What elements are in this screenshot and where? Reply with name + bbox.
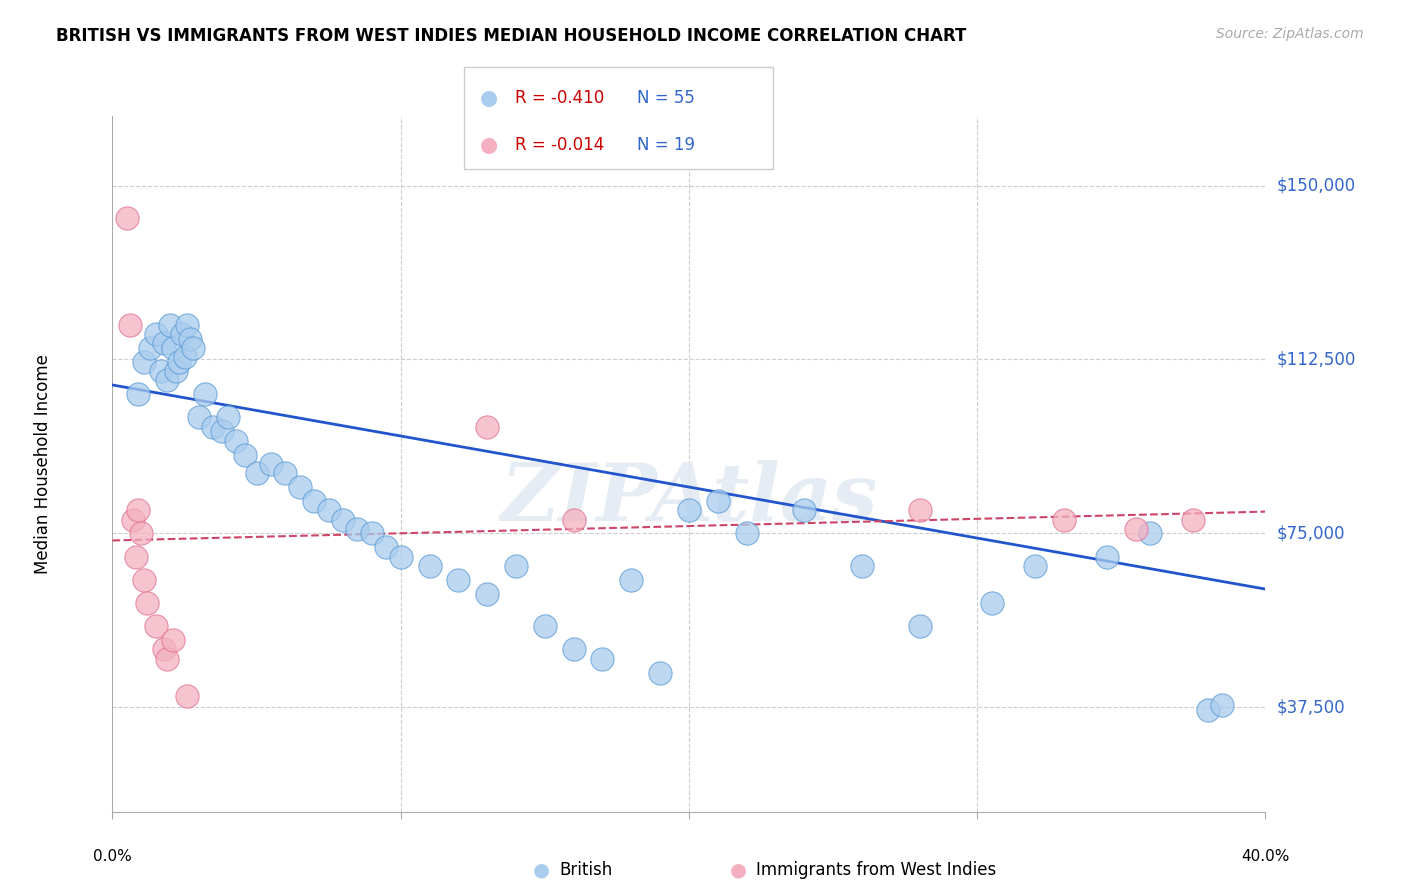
Text: 0.0%: 0.0% [93, 849, 132, 863]
Text: Median Household Income: Median Household Income [34, 354, 52, 574]
Point [165, 364, 187, 378]
Text: ●: ● [481, 88, 498, 108]
Point [156, 373, 179, 387]
Point [793, 503, 815, 517]
Point [1139, 526, 1161, 541]
Text: 40.0%: 40.0% [1241, 849, 1289, 863]
Point [139, 341, 162, 355]
Point [176, 318, 198, 332]
Point [475, 587, 498, 601]
Text: ●: ● [481, 136, 498, 155]
Text: N = 55: N = 55 [637, 89, 695, 107]
Point [225, 434, 247, 448]
Point [533, 619, 555, 633]
Point [181, 341, 204, 355]
Point [1182, 512, 1205, 526]
Point [592, 651, 614, 665]
Point [179, 332, 201, 346]
Point [136, 596, 159, 610]
Point [118, 318, 141, 332]
Point [127, 503, 149, 517]
Point [375, 541, 398, 555]
Point [162, 341, 184, 355]
Point [389, 549, 412, 564]
Point [153, 336, 176, 351]
Point [678, 503, 700, 517]
Point [167, 355, 190, 369]
Point [233, 448, 256, 462]
Point [188, 410, 211, 425]
Point [202, 419, 225, 434]
Point [1211, 698, 1233, 712]
Point [134, 573, 156, 587]
Point [447, 573, 470, 587]
Point [170, 326, 193, 341]
Point [980, 596, 1002, 610]
Text: ●: ● [730, 860, 747, 880]
Text: Source: ZipAtlas.com: Source: ZipAtlas.com [1216, 27, 1364, 41]
Text: $75,000: $75,000 [1277, 524, 1346, 542]
Text: ZIPAtlas: ZIPAtlas [501, 460, 877, 537]
Text: R = -0.410: R = -0.410 [515, 89, 603, 107]
Point [121, 512, 143, 526]
Point [475, 419, 498, 434]
Point [1052, 512, 1074, 526]
Text: ●: ● [533, 860, 550, 880]
Point [1095, 549, 1118, 564]
Text: British: British [560, 861, 613, 879]
Point [620, 573, 643, 587]
Point [124, 549, 146, 564]
Point [153, 642, 176, 657]
Text: R = -0.014: R = -0.014 [515, 136, 603, 154]
Point [159, 318, 181, 332]
Point [274, 466, 297, 480]
Point [851, 558, 873, 573]
Point [145, 619, 167, 633]
Point [332, 512, 354, 526]
Point [735, 526, 758, 541]
Point [176, 689, 198, 703]
Text: $150,000: $150,000 [1277, 177, 1355, 194]
Text: BRITISH VS IMMIGRANTS FROM WEST INDIES MEDIAN HOUSEHOLD INCOME CORRELATION CHART: BRITISH VS IMMIGRANTS FROM WEST INDIES M… [56, 27, 966, 45]
Point [318, 503, 340, 517]
Point [1125, 522, 1147, 536]
Point [145, 326, 167, 341]
Point [245, 466, 267, 480]
Text: $37,500: $37,500 [1277, 698, 1346, 716]
Point [173, 350, 195, 364]
Point [419, 558, 441, 573]
Point [304, 494, 326, 508]
Point [194, 387, 217, 401]
Point [288, 480, 311, 494]
Point [217, 410, 239, 425]
Point [156, 651, 179, 665]
Text: $112,500: $112,500 [1277, 351, 1355, 368]
Point [115, 211, 138, 225]
Point [129, 526, 153, 541]
Point [562, 642, 585, 657]
Point [908, 619, 931, 633]
Point [127, 387, 149, 401]
Point [134, 355, 156, 369]
Text: N = 19: N = 19 [637, 136, 695, 154]
Point [346, 522, 368, 536]
Point [648, 665, 672, 680]
Point [150, 364, 173, 378]
Point [211, 425, 233, 439]
Text: Immigrants from West Indies: Immigrants from West Indies [756, 861, 997, 879]
Point [562, 512, 585, 526]
Point [1197, 703, 1219, 717]
Point [162, 633, 184, 648]
Point [360, 526, 382, 541]
Point [908, 503, 931, 517]
Point [706, 494, 728, 508]
Point [260, 457, 283, 471]
Point [505, 558, 527, 573]
Point [1024, 558, 1046, 573]
